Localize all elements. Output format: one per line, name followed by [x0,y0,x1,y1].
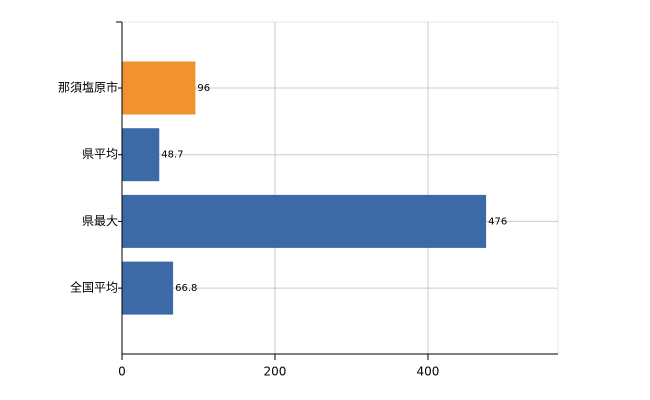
x-tick-label: 400 [417,365,440,379]
bar [122,61,196,115]
y-tick-label: 県最大 [82,214,118,228]
value-label: 476 [488,216,507,227]
x-tick-label: 200 [264,365,287,379]
y-tick-label: 那須塩原市 [58,80,118,95]
value-label: 66.8 [175,283,197,294]
bar [122,128,160,182]
y-tick-label: 全国平均 [70,280,118,295]
y-tick-label: 県平均 [82,147,118,161]
x-tick-label: 0 [118,365,126,379]
bar [122,194,487,248]
value-label: 96 [197,83,210,94]
value-label: 48.7 [161,150,183,161]
bar [122,261,174,315]
